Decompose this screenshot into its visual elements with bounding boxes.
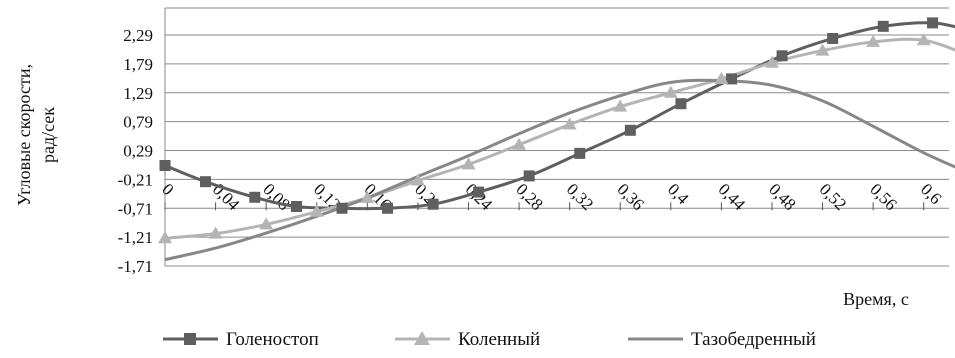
data-point-triangle <box>663 85 678 98</box>
x-tick-label: 0,36 <box>613 180 647 214</box>
data-point-square <box>427 198 439 210</box>
y-tick-label: -1,21 <box>118 228 153 247</box>
x-tick-label: 0,44 <box>715 180 750 215</box>
x-tick-label: 0,6 <box>917 180 945 208</box>
data-point-triangle <box>208 226 223 239</box>
x-tick-label: 0,4 <box>664 180 693 209</box>
x-axis-title: Время, с <box>843 289 909 309</box>
y-tick-label: 0,29 <box>123 142 153 161</box>
y-tick-label: -0,21 <box>118 170 153 189</box>
y-tick-label: -1,71 <box>118 257 153 276</box>
series-markers <box>158 17 939 244</box>
y-axis-title: Угловые скорости, рад/сек <box>14 64 58 206</box>
x-axis <box>164 202 925 211</box>
y-axis-title-line2: рад/сек <box>38 107 58 163</box>
data-point-triangle <box>916 33 931 46</box>
data-point-triangle <box>259 217 274 230</box>
data-point-triangle <box>866 34 881 47</box>
data-point-triangle <box>764 55 779 68</box>
y-tick-label: 1,29 <box>123 84 153 103</box>
data-point-square <box>336 202 348 214</box>
data-point-triangle <box>512 137 527 150</box>
data-point-square <box>726 73 738 85</box>
data-point-square <box>574 147 586 159</box>
x-tick-label: 0 <box>158 180 177 199</box>
data-point-triangle <box>309 204 324 217</box>
y-axis-ticks: 2,29 1,79 1,29 0,79 0,29 -0,21 -0,71 -1,21 -1,71 <box>118 26 153 276</box>
x-tick-label: 0,48 <box>765 180 799 214</box>
data-point-square <box>159 160 171 172</box>
x-tick-label: 0,56 <box>866 180 900 214</box>
y-tick-label: 0,79 <box>123 113 153 132</box>
data-point-square <box>675 98 687 110</box>
y-tick-label: -0,71 <box>118 199 153 218</box>
data-point-triangle <box>714 71 729 84</box>
data-point-triangle <box>613 99 628 112</box>
legend-label: Коленный <box>458 329 540 350</box>
x-tick-label: 0,52 <box>816 180 850 214</box>
legend-marker-triangle <box>414 331 430 345</box>
data-point-triangle <box>461 157 476 170</box>
data-point-triangle <box>158 231 172 244</box>
x-tick-label: 0,08 <box>259 180 293 214</box>
data-point-square <box>382 202 394 214</box>
y-tick-label: 1,79 <box>123 55 153 74</box>
data-point-square <box>624 124 636 136</box>
data-point-triangle <box>562 117 577 130</box>
data-point-square <box>827 32 839 44</box>
data-point-square <box>291 201 303 213</box>
data-point-square <box>199 176 211 188</box>
legend-label: Тазобедренный <box>691 329 816 350</box>
legend-marker-square <box>184 333 196 345</box>
series-line-Тазобедренный <box>164 78 955 262</box>
data-point-triangle <box>360 190 375 203</box>
data-point-triangle <box>815 43 830 56</box>
data-point-triangle <box>410 173 425 186</box>
series-lines <box>164 21 955 262</box>
legend: Голеностоп Коленный Тазобедренный <box>163 329 816 350</box>
data-point-square <box>523 170 535 182</box>
data-point-square <box>473 186 485 198</box>
x-axis-ticks: 00,040,080,120,160,20,240,280,320,360,40… <box>158 180 945 215</box>
legend-label: Голеностоп <box>226 329 319 350</box>
y-tick-label: 2,29 <box>123 26 153 45</box>
data-point-square <box>249 191 261 203</box>
y-axis-title-line1: Угловые скорости, <box>14 64 34 206</box>
data-point-square <box>927 17 939 29</box>
data-point-square <box>877 20 889 32</box>
x-tick-label: 0,32 <box>563 180 597 214</box>
data-point-square <box>776 50 788 62</box>
x-tick-label: 0,28 <box>512 180 546 214</box>
